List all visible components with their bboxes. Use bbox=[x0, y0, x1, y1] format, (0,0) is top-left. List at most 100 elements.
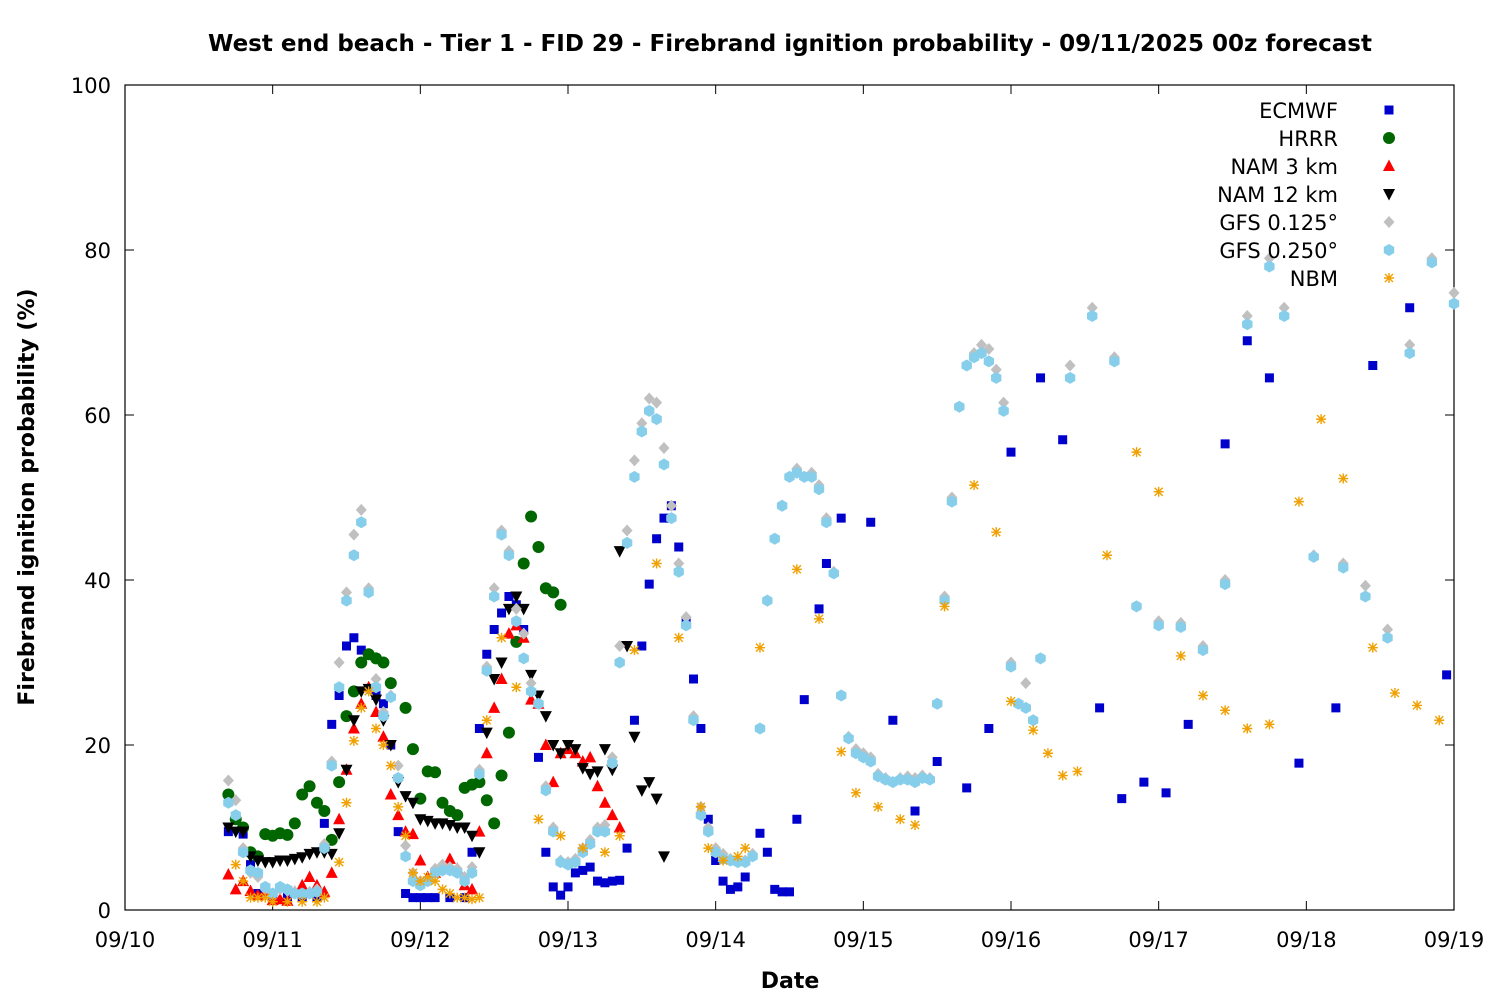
data-point bbox=[591, 766, 604, 778]
data-point bbox=[525, 685, 537, 698]
y-axis: 0 20 40 60 80 100 bbox=[71, 74, 1454, 923]
data-point bbox=[1153, 619, 1164, 632]
data-point bbox=[371, 723, 382, 734]
data-point bbox=[533, 752, 543, 762]
x-tick-label: 09/15 bbox=[833, 928, 894, 952]
data-point bbox=[1086, 301, 1098, 314]
data-point bbox=[1072, 766, 1083, 777]
data-point bbox=[644, 404, 655, 417]
data-point bbox=[570, 856, 581, 869]
data-point bbox=[377, 656, 390, 669]
data-point bbox=[407, 867, 418, 878]
data-point bbox=[393, 801, 404, 812]
data-point bbox=[643, 392, 655, 405]
data-point bbox=[525, 669, 538, 682]
data-point bbox=[414, 792, 427, 805]
legend-marker bbox=[1384, 105, 1394, 115]
data-point bbox=[814, 604, 824, 614]
data-point bbox=[777, 887, 787, 897]
data-point bbox=[621, 641, 634, 653]
data-point bbox=[244, 884, 257, 897]
data-point bbox=[600, 878, 610, 888]
data-point bbox=[998, 396, 1010, 409]
data-point bbox=[429, 766, 442, 779]
data-point bbox=[998, 404, 1009, 417]
data-point bbox=[821, 516, 832, 529]
data-point bbox=[954, 400, 965, 413]
data-point bbox=[503, 549, 515, 562]
data-point bbox=[452, 866, 463, 879]
data-point bbox=[437, 884, 448, 895]
data-point bbox=[511, 682, 522, 693]
data-point bbox=[769, 532, 780, 545]
data-point bbox=[629, 470, 640, 483]
data-point bbox=[836, 513, 846, 523]
data-point bbox=[1308, 550, 1319, 563]
data-point bbox=[613, 821, 626, 833]
data-point bbox=[674, 542, 684, 552]
data-point bbox=[657, 851, 670, 863]
data-point bbox=[1404, 338, 1416, 351]
data-point bbox=[474, 767, 485, 780]
data-point bbox=[696, 724, 706, 733]
data-point bbox=[1175, 621, 1186, 633]
data-point bbox=[990, 363, 1002, 376]
data-point bbox=[562, 740, 574, 752]
data-point bbox=[629, 645, 640, 656]
data-point bbox=[488, 817, 501, 830]
data-point bbox=[459, 892, 470, 903]
data-point bbox=[1101, 550, 1112, 561]
data-point bbox=[770, 884, 780, 894]
data-point bbox=[791, 564, 802, 575]
data-point bbox=[776, 499, 788, 512]
data-point bbox=[510, 591, 523, 603]
data-point bbox=[1242, 336, 1252, 346]
data-point bbox=[489, 625, 499, 634]
data-point bbox=[399, 701, 412, 714]
data-point bbox=[319, 842, 330, 855]
data-point bbox=[615, 875, 625, 885]
data-point bbox=[466, 882, 479, 895]
data-point bbox=[510, 635, 523, 648]
data-point bbox=[296, 788, 309, 801]
data-point bbox=[230, 859, 241, 870]
series-nbm bbox=[230, 414, 1445, 907]
data-point bbox=[237, 846, 249, 859]
data-point bbox=[370, 681, 382, 694]
chart-title: West end beach - Tier 1 - FID 29 - Fireb… bbox=[208, 31, 1372, 57]
data-point bbox=[806, 470, 817, 483]
data-point bbox=[341, 797, 352, 808]
data-point bbox=[1242, 318, 1253, 331]
data-point bbox=[1095, 703, 1105, 713]
data-point bbox=[650, 793, 663, 806]
data-point bbox=[310, 796, 323, 809]
data-point bbox=[556, 890, 566, 900]
data-point bbox=[222, 868, 235, 880]
data-point bbox=[334, 691, 344, 700]
data-point bbox=[1153, 486, 1164, 497]
legend-label: GFS 0.250° bbox=[1219, 239, 1338, 263]
data-point bbox=[430, 876, 441, 887]
plot-frame bbox=[124, 84, 1455, 911]
data-point bbox=[363, 586, 374, 599]
data-point bbox=[814, 613, 825, 624]
data-point bbox=[1448, 286, 1460, 299]
y-tick-label: 20 bbox=[84, 734, 111, 758]
data-point bbox=[384, 677, 397, 690]
data-point bbox=[1161, 788, 1171, 798]
data-point bbox=[1264, 373, 1274, 383]
data-point bbox=[1241, 310, 1253, 322]
data-point bbox=[392, 808, 405, 821]
data-point bbox=[1036, 373, 1046, 383]
data-point bbox=[281, 828, 294, 841]
data-point bbox=[710, 846, 721, 859]
data-point bbox=[740, 843, 751, 854]
data-point bbox=[961, 359, 972, 372]
data-point bbox=[539, 711, 552, 723]
data-point bbox=[976, 347, 987, 360]
x-axis-title: Date bbox=[761, 969, 820, 994]
y-tick-label: 100 bbox=[71, 74, 111, 98]
data-point bbox=[260, 880, 271, 893]
data-point bbox=[747, 850, 758, 863]
data-point bbox=[349, 633, 359, 643]
